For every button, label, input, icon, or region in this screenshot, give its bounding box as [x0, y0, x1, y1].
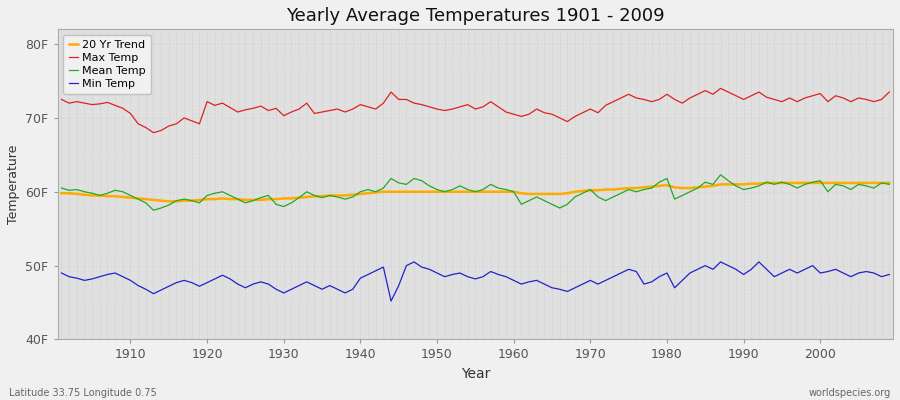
- Line: Max Temp: Max Temp: [61, 88, 889, 133]
- Max Temp: [56, 97, 67, 102]
- 20 Yr Trend: [164, 199, 175, 204]
- 20 Yr Trend: [884, 180, 895, 185]
- Min Temp: [616, 271, 626, 276]
- 20 Yr Trend: [516, 191, 526, 196]
- Text: Latitude 33.75 Longitude 0.75: Latitude 33.75 Longitude 0.75: [9, 388, 157, 398]
- Min Temp: [409, 260, 419, 264]
- Max Temp: [293, 107, 304, 112]
- Line: Mean Temp: Mean Temp: [61, 175, 889, 210]
- Max Temp: [884, 90, 895, 94]
- X-axis label: Year: Year: [461, 367, 490, 381]
- Title: Yearly Average Temperatures 1901 - 2009: Yearly Average Temperatures 1901 - 2009: [286, 7, 665, 25]
- Min Temp: [385, 299, 396, 304]
- Max Temp: [608, 99, 618, 104]
- Line: 20 Yr Trend: 20 Yr Trend: [61, 183, 889, 201]
- Min Temp: [56, 271, 67, 276]
- Mean Temp: [293, 195, 304, 200]
- Mean Temp: [508, 189, 519, 194]
- 20 Yr Trend: [117, 194, 128, 199]
- 20 Yr Trend: [339, 193, 350, 198]
- Y-axis label: Temperature: Temperature: [7, 145, 20, 224]
- 20 Yr Trend: [608, 187, 618, 192]
- Min Temp: [117, 274, 128, 279]
- Mean Temp: [516, 202, 526, 207]
- Legend: 20 Yr Trend, Max Temp, Mean Temp, Min Temp: 20 Yr Trend, Max Temp, Mean Temp, Min Te…: [63, 35, 151, 94]
- Max Temp: [148, 130, 159, 135]
- Max Temp: [508, 112, 519, 117]
- Mean Temp: [56, 186, 67, 190]
- Max Temp: [516, 114, 526, 119]
- Max Temp: [339, 110, 350, 114]
- Text: worldspecies.org: worldspecies.org: [809, 388, 891, 398]
- Max Temp: [117, 106, 128, 111]
- Min Temp: [524, 280, 535, 284]
- Min Temp: [516, 282, 526, 286]
- Max Temp: [716, 86, 726, 91]
- Min Temp: [332, 287, 343, 292]
- Mean Temp: [884, 182, 895, 187]
- Line: Min Temp: Min Temp: [61, 262, 889, 301]
- Mean Temp: [148, 208, 159, 213]
- Mean Temp: [716, 172, 726, 177]
- Mean Temp: [608, 194, 618, 199]
- Mean Temp: [117, 189, 128, 194]
- 20 Yr Trend: [56, 191, 67, 196]
- 20 Yr Trend: [761, 180, 772, 185]
- 20 Yr Trend: [293, 195, 304, 200]
- 20 Yr Trend: [508, 189, 519, 194]
- Min Temp: [884, 272, 895, 277]
- Mean Temp: [339, 197, 350, 202]
- Min Temp: [286, 287, 297, 292]
